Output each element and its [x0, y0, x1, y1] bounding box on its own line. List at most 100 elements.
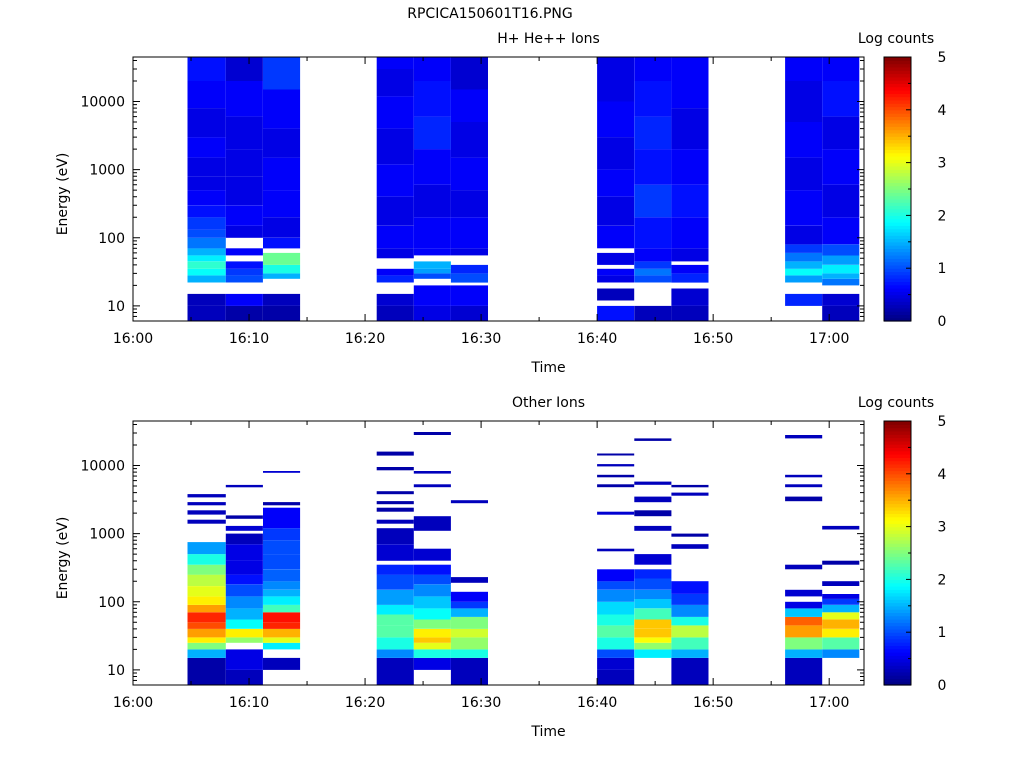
heatmap-cell	[822, 255, 860, 265]
heatmap-cell	[225, 116, 263, 150]
heatmap-cell	[187, 293, 226, 306]
heatmap-cell	[450, 637, 488, 650]
colorbar-segment	[884, 671, 911, 676]
heatmap-cell	[597, 453, 635, 456]
heatmap-cell	[187, 542, 226, 555]
colorbar-segment	[884, 668, 911, 673]
colorbar-tick-label: 0	[938, 314, 947, 330]
colorbar-segment	[884, 96, 911, 101]
colorbar-segment	[884, 652, 911, 656]
heatmap-cell	[263, 273, 301, 279]
colorbar-segment	[884, 238, 911, 243]
heatmap-cell	[225, 669, 263, 685]
colorbar-tick-label: 4	[938, 467, 947, 483]
heatmap-cell	[187, 305, 226, 321]
heatmap-cell	[822, 628, 860, 638]
heatmap-cell	[376, 501, 414, 505]
heatmap-cell	[450, 264, 488, 274]
heatmap-cell	[225, 484, 263, 488]
heatmap-cell	[187, 586, 226, 597]
colorbar-segment	[884, 450, 911, 455]
plot-frame	[132, 56, 865, 322]
colorbar-segment	[884, 60, 911, 65]
heatmap-cell	[450, 248, 488, 256]
heatmap-cell	[187, 268, 226, 276]
heatmap-cell	[376, 564, 414, 575]
heatmap-cell	[263, 642, 301, 650]
heatmap-cell	[376, 467, 414, 471]
heatmap-cell	[785, 649, 823, 658]
heatmap-cell	[822, 637, 860, 650]
colorbar-segment	[884, 278, 911, 282]
colorbar-segment	[884, 638, 911, 643]
heatmap-cell	[376, 491, 414, 495]
colorbar-segment	[884, 291, 911, 296]
heatmap-cell	[785, 474, 823, 478]
heatmap-cell	[597, 614, 635, 626]
heatmap-cell	[671, 581, 709, 594]
colorbar-segment	[884, 314, 911, 319]
colorbar-segment	[884, 500, 911, 505]
heatmap-cell	[376, 528, 414, 545]
heatmap-cell	[671, 217, 709, 249]
colorbar-segment	[884, 248, 911, 253]
colorbar-segment	[884, 513, 911, 518]
colorbar-tick-label: 1	[938, 625, 947, 641]
colorbar-segment	[884, 73, 911, 78]
heatmap-cell	[671, 544, 709, 549]
heatmap-cell	[785, 496, 823, 502]
heatmap-cell	[376, 69, 414, 97]
heatmap-cell	[376, 225, 414, 249]
heatmap-cell	[263, 554, 301, 570]
heatmap-cell	[376, 96, 414, 129]
colorbar-segment	[884, 440, 911, 445]
heatmap-cell	[376, 451, 414, 456]
colorbar-segment	[884, 609, 911, 613]
heatmap-cell	[187, 230, 226, 238]
colorbar-segment	[884, 546, 911, 551]
heatmap-cell	[671, 649, 709, 658]
colorbar-segment	[884, 586, 911, 590]
heatmap-cell	[413, 116, 451, 150]
heatmap-cell	[671, 637, 709, 650]
heatmap-cell	[597, 657, 635, 670]
y-axis-label: Energy (eV)	[55, 517, 71, 600]
heatmap-cell	[263, 507, 301, 529]
heatmap-cell	[413, 657, 451, 670]
colorbar-segment	[884, 268, 911, 273]
heatmap-cell	[822, 184, 860, 218]
colorbar-segment	[884, 317, 911, 322]
heatmap-cell	[187, 137, 226, 158]
heatmap-cell	[671, 184, 709, 218]
colorbar-segment	[884, 493, 911, 498]
x-tick-label: 16:20	[345, 331, 385, 347]
heatmap-cell	[263, 657, 301, 670]
heatmap-cell	[785, 435, 823, 439]
heatmap-cell	[785, 657, 823, 685]
colorbar-segment	[884, 437, 911, 442]
colorbar-tick-label: 3	[938, 520, 947, 536]
heatmap-cell	[597, 569, 635, 582]
x-tick-label: 16:30	[461, 331, 501, 347]
colorbar-segment	[884, 457, 911, 462]
heatmap-cell	[671, 248, 709, 262]
heatmap-cell	[597, 196, 635, 226]
heatmap-cell	[413, 184, 451, 218]
plot-frame	[132, 420, 865, 686]
heatmap-cell	[634, 149, 672, 185]
colorbar-segment	[884, 116, 911, 121]
colorbar-segment	[884, 126, 911, 131]
heatmap-cell	[187, 519, 226, 524]
colorbar-segment	[884, 447, 911, 452]
heatmap-cell	[634, 649, 672, 658]
heatmap-cell	[263, 628, 301, 638]
y-tick-label: 10	[107, 663, 125, 679]
heatmap-cell	[376, 544, 414, 561]
colorbar-segment	[884, 274, 911, 279]
figure-title: RPCICA150601T16.PNG	[407, 6, 572, 22]
heatmap-cell	[413, 628, 451, 638]
colorbar-segment	[884, 136, 911, 141]
colorbar-segment	[884, 261, 911, 266]
heatmap-cell	[634, 217, 672, 249]
